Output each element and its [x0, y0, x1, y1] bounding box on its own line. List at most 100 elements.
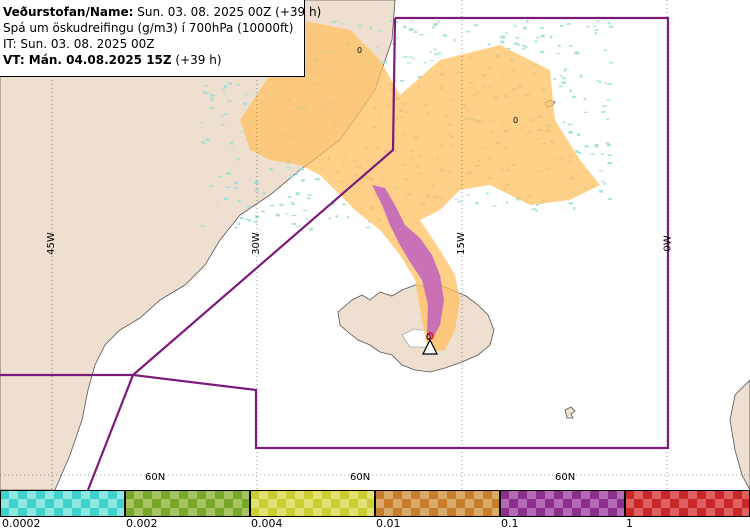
- ash-speck: [234, 226, 238, 229]
- ash-speck: [424, 61, 427, 64]
- ash-speck: [245, 218, 249, 221]
- ash-speck: [438, 52, 443, 54]
- longitude-label-45w: 45W: [45, 232, 57, 255]
- ash-speck: [601, 105, 607, 107]
- ash-speck: [400, 79, 405, 82]
- ash-speck: [575, 150, 580, 153]
- ash-speck: [442, 34, 448, 37]
- ash-speck: [535, 209, 538, 212]
- ash-speck: [299, 167, 304, 171]
- ash-speck: [455, 198, 458, 200]
- ash-speck: [289, 201, 294, 203]
- legend-swatch: [250, 490, 375, 517]
- issuer-value: Sun. 03. 08. 2025 00Z (+39 h): [133, 5, 322, 19]
- ash-speck: [307, 197, 311, 200]
- ash-speck: [285, 167, 291, 169]
- ash-speck: [536, 204, 540, 206]
- ash-speck: [261, 210, 265, 213]
- ash-speck: [255, 94, 259, 96]
- ash-speck: [204, 92, 209, 94]
- valid-time-offset: (+39 h): [171, 53, 222, 67]
- legend-tick-label: 1: [626, 517, 633, 530]
- ash-speck: [473, 24, 479, 27]
- ash-speck: [559, 74, 562, 77]
- ash-speck: [346, 215, 349, 219]
- ash-speck: [604, 82, 607, 84]
- ash-speck: [561, 81, 566, 84]
- ash-speck: [402, 25, 407, 29]
- ash-speck: [573, 207, 576, 210]
- legend-swatch: [125, 490, 250, 517]
- ash-speck: [401, 56, 404, 58]
- ash-speck: [290, 175, 294, 179]
- ash-speck: [200, 225, 205, 227]
- ash-speck: [307, 194, 312, 196]
- ash-speck: [237, 83, 240, 87]
- ash-speck: [594, 31, 597, 35]
- ash-speck: [240, 130, 243, 132]
- ash-speck: [279, 203, 284, 207]
- ash-speck: [569, 89, 572, 93]
- ash-speck: [270, 204, 275, 207]
- ash-speck: [583, 97, 586, 101]
- ash-speck: [221, 124, 225, 126]
- contour-label: 0: [513, 116, 518, 125]
- ash-speck: [381, 61, 387, 64]
- ash-speck: [358, 25, 362, 27]
- ash-speck: [431, 26, 436, 29]
- ash-speck: [335, 215, 338, 218]
- ash-speck: [406, 62, 412, 64]
- ash-speck: [328, 217, 331, 220]
- ash-speck: [515, 36, 520, 39]
- ash-speck: [342, 203, 346, 206]
- ash-speck: [506, 47, 511, 50]
- ash-speck: [599, 170, 603, 172]
- ash-speck: [540, 27, 545, 29]
- longitude-label-15w: 15W: [455, 232, 467, 255]
- latitude-label: 60N: [145, 472, 166, 483]
- ash-speck: [601, 111, 606, 113]
- ash-speck: [223, 85, 228, 89]
- ash-speck: [295, 192, 300, 196]
- longitude-label-0w: 0W: [662, 235, 674, 252]
- ash-speck: [562, 121, 566, 123]
- legend-tick-label: 0.01: [376, 517, 401, 530]
- ash-speck: [340, 23, 344, 25]
- ash-speck: [605, 118, 610, 120]
- ash-speck: [491, 205, 497, 207]
- ash-speck: [254, 189, 260, 192]
- ash-speck: [413, 31, 417, 34]
- ash-speck: [429, 51, 432, 53]
- ash-speck: [240, 216, 244, 220]
- ash-speck: [223, 197, 229, 201]
- ash-speck: [571, 95, 576, 99]
- ash-speck: [419, 34, 424, 36]
- ash-speck: [569, 45, 573, 47]
- legend-tick-label: 0.1: [501, 517, 519, 530]
- ash-speck: [228, 82, 232, 85]
- ash-speck: [603, 49, 608, 52]
- ash-speck: [333, 20, 337, 23]
- ash-speck: [247, 205, 252, 208]
- ash-speck: [515, 42, 518, 46]
- ash-speck: [254, 180, 259, 184]
- ash-speck: [369, 26, 373, 30]
- ash-speck: [210, 93, 214, 97]
- ash-speck: [231, 145, 234, 147]
- ash-speck: [201, 141, 206, 144]
- ash-speck: [331, 203, 335, 205]
- volcano-marker: [426, 332, 434, 340]
- ash-speck: [285, 213, 289, 215]
- ash-speck: [376, 47, 379, 49]
- ash-speck: [434, 53, 439, 56]
- ash-speck: [563, 69, 566, 72]
- legend-swatch: [625, 490, 750, 517]
- ash-speck: [540, 34, 545, 38]
- volcano-triangle-icon: [422, 338, 438, 355]
- ash-speck: [524, 45, 528, 48]
- region-border-west: [0, 373, 135, 491]
- ash-speck: [516, 43, 521, 46]
- ash-speck: [330, 21, 333, 23]
- ash-speck: [578, 152, 581, 155]
